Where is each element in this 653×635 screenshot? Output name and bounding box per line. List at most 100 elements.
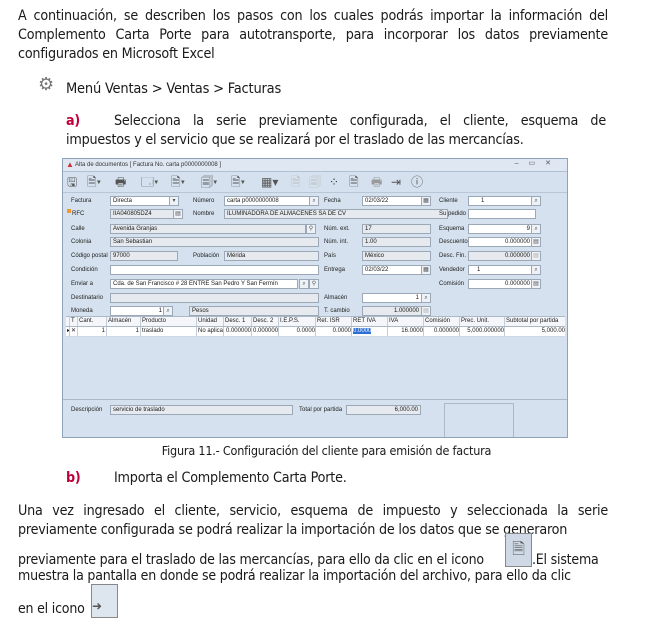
descuento-input[interactable]: 0.000000 [468, 237, 533, 247]
entrega-input[interactable]: 02/03/22 [362, 265, 422, 275]
qr-icon[interactable]: ▦▾ [261, 175, 279, 189]
col-ret-iva[interactable]: RET IVA [351, 317, 387, 326]
rfc-input[interactable]: IIA040805DZ4 [110, 209, 175, 219]
col-cant[interactable]: Cant. [77, 317, 106, 326]
num-int-input[interactable]: 1.00 [362, 237, 431, 247]
cell-ret-isr[interactable]: 0.0000 [315, 327, 351, 336]
enviar-a-input[interactable]: Cda. de San Francisco # 28 ENTRE San Ped… [110, 279, 298, 289]
cell-desc2[interactable]: 0.000000 [251, 327, 279, 336]
vendedor-input[interactable]: 1 [468, 265, 532, 275]
calle-input[interactable]: Avenida Granjas [110, 224, 306, 234]
calendar-icon[interactable]: ▦ [421, 196, 431, 206]
desc-fin-input[interactable]: 0.000000 [468, 251, 533, 261]
exit-icon[interactable]: ⇥ [391, 175, 402, 189]
nombre-input[interactable]: ILUMINADORA DE ALMACENES SA DE CV [224, 209, 448, 219]
comision-input[interactable]: 0.000000 [468, 279, 533, 289]
map-pin-icon[interactable]: ⚲ [309, 279, 319, 289]
col-t[interactable]: T [69, 317, 77, 326]
calendar-icon[interactable]: ▦ [421, 265, 431, 275]
almacen-input[interactable]: 1 [362, 293, 422, 303]
calculator-icon[interactable]: ▤ [531, 251, 541, 261]
rfc-calc-icon[interactable]: ▤ [173, 209, 183, 219]
moneda-input[interactable]: 1 [110, 306, 165, 316]
pais-input[interactable]: México [362, 251, 431, 261]
export-icon[interactable]: 🗎 [349, 175, 359, 189]
almacen-label: Almacén [324, 295, 348, 301]
cell-unidad[interactable]: No aplica [196, 327, 224, 336]
window-controls[interactable]: –▭✕ [514, 160, 561, 167]
col-comision[interactable]: Comisión [423, 317, 459, 326]
calculator-icon[interactable]: ▤ [421, 306, 431, 316]
cell-producto[interactable]: traslado [140, 327, 196, 336]
chevron-down-icon[interactable]: ▾ [169, 196, 179, 206]
map-pin-icon[interactable]: ⚲ [306, 224, 316, 234]
search-icon[interactable]: ⌕ [163, 306, 173, 316]
col-producto[interactable]: Producto [140, 317, 196, 326]
save-icon[interactable]: 🖫 [67, 175, 78, 189]
col-subtotal[interactable]: Subtotal por partida [504, 317, 565, 326]
col-ieps[interactable]: I.E.P.S. [278, 317, 315, 326]
col-almacen[interactable]: Almacén [106, 317, 140, 326]
numero-input[interactable]: carta p0000000008 [224, 196, 310, 206]
import-complement-icon[interactable]: 🗎 [505, 533, 532, 567]
codigo-postal-input[interactable]: 97000 [110, 251, 178, 261]
search-icon[interactable]: ⌕ [299, 279, 309, 289]
search-icon[interactable]: ⌕ [531, 224, 541, 234]
search-icon[interactable]: ⌕ [309, 196, 319, 206]
menu-path: Menú Ventas > Ventas > Facturas [66, 81, 282, 97]
condicion-label: Condición [71, 267, 98, 273]
search-icon[interactable]: ⌕ [531, 265, 541, 275]
search-icon[interactable]: ⌕ [531, 196, 541, 206]
search-document-icon[interactable]: 🗔▾ [141, 175, 159, 189]
calculator-icon[interactable]: ▤ [531, 279, 541, 289]
cell-iva[interactable]: 16.0000 [387, 327, 423, 336]
su-pedido-label: Su pedido [439, 211, 467, 217]
su-pedido-input[interactable] [468, 209, 536, 219]
condicion-input[interactable] [110, 265, 319, 275]
num-ext-input[interactable]: 17 [362, 224, 431, 234]
client-icon[interactable]: 🗎▾ [171, 175, 186, 189]
cliente-input[interactable]: 1 [468, 196, 540, 206]
cell-prec-unit[interactable]: 5,000.000000 [459, 327, 504, 336]
calculator-icon[interactable]: ▤ [531, 237, 541, 247]
table-row[interactable]: ▸ ✕ 1 1 traslado No aplica 0.000000 0.00… [66, 327, 565, 337]
cell-ieps[interactable]: 0.0000 [278, 327, 315, 336]
colonia-input[interactable]: San Sebastian [110, 237, 319, 247]
step-a-text: Selecciona la serie previamente configur… [66, 113, 606, 148]
cancel-icon[interactable]: 🗎 [291, 175, 301, 189]
print-icon[interactable]: 🖶 [115, 175, 127, 189]
fecha-input[interactable]: 02/03/22 [362, 196, 422, 206]
help-icon[interactable]: ⓘ [411, 175, 424, 189]
col-desc1[interactable]: Desc. 1 [223, 317, 251, 326]
poblacion-input[interactable]: Mérida [224, 251, 319, 261]
search-icon[interactable]: ⌕ [421, 293, 431, 303]
duplicate-icon[interactable]: 🗐 [309, 175, 321, 189]
import-file-icon[interactable]: ➜ [91, 584, 118, 618]
row-indicator-icon: ▸ [67, 328, 71, 334]
step-b-text: Importa el Complemento Carta Porte. [114, 470, 347, 486]
t-cambio-input[interactable]: 1.000000 [362, 306, 422, 316]
apps-icon[interactable]: ⁘ [329, 175, 340, 189]
print2-icon[interactable]: 🖶 [371, 175, 383, 189]
cell-desc1[interactable]: 0.000000 [223, 327, 251, 336]
col-unidad[interactable]: Unidad [196, 317, 223, 326]
destinatario-input[interactable] [110, 293, 319, 303]
col-prec-unit[interactable]: Prec. Unit. [459, 317, 504, 326]
col-ret-isr[interactable]: Ret. ISR [315, 317, 351, 326]
cell-almacen[interactable]: 1 [106, 327, 140, 336]
factura-select[interactable]: Directa [110, 196, 173, 206]
cell-cant[interactable]: 1 [77, 327, 106, 336]
fecha-label: Fecha [324, 198, 341, 204]
cell-ret-iva-input[interactable]: 0.0000 [353, 328, 372, 334]
total-value: 6,000.00 [346, 405, 421, 415]
cell-subtotal[interactable]: 5,000.00 [504, 327, 565, 336]
codigo-postal-label: Código postal [71, 253, 108, 259]
cell-comision[interactable]: 0.000000 [423, 327, 459, 336]
preview-icon[interactable]: 🗎▾ [87, 175, 102, 189]
import-icon[interactable]: 🗎▾ [231, 175, 246, 189]
descripcion-input[interactable]: servicio de traslado [110, 405, 293, 415]
esquema-input[interactable]: 9 [468, 224, 533, 234]
col-iva[interactable]: IVA [387, 317, 423, 326]
copy-icon[interactable]: 🗐▾ [201, 175, 218, 189]
col-desc2[interactable]: Desc. 2 [251, 317, 278, 326]
